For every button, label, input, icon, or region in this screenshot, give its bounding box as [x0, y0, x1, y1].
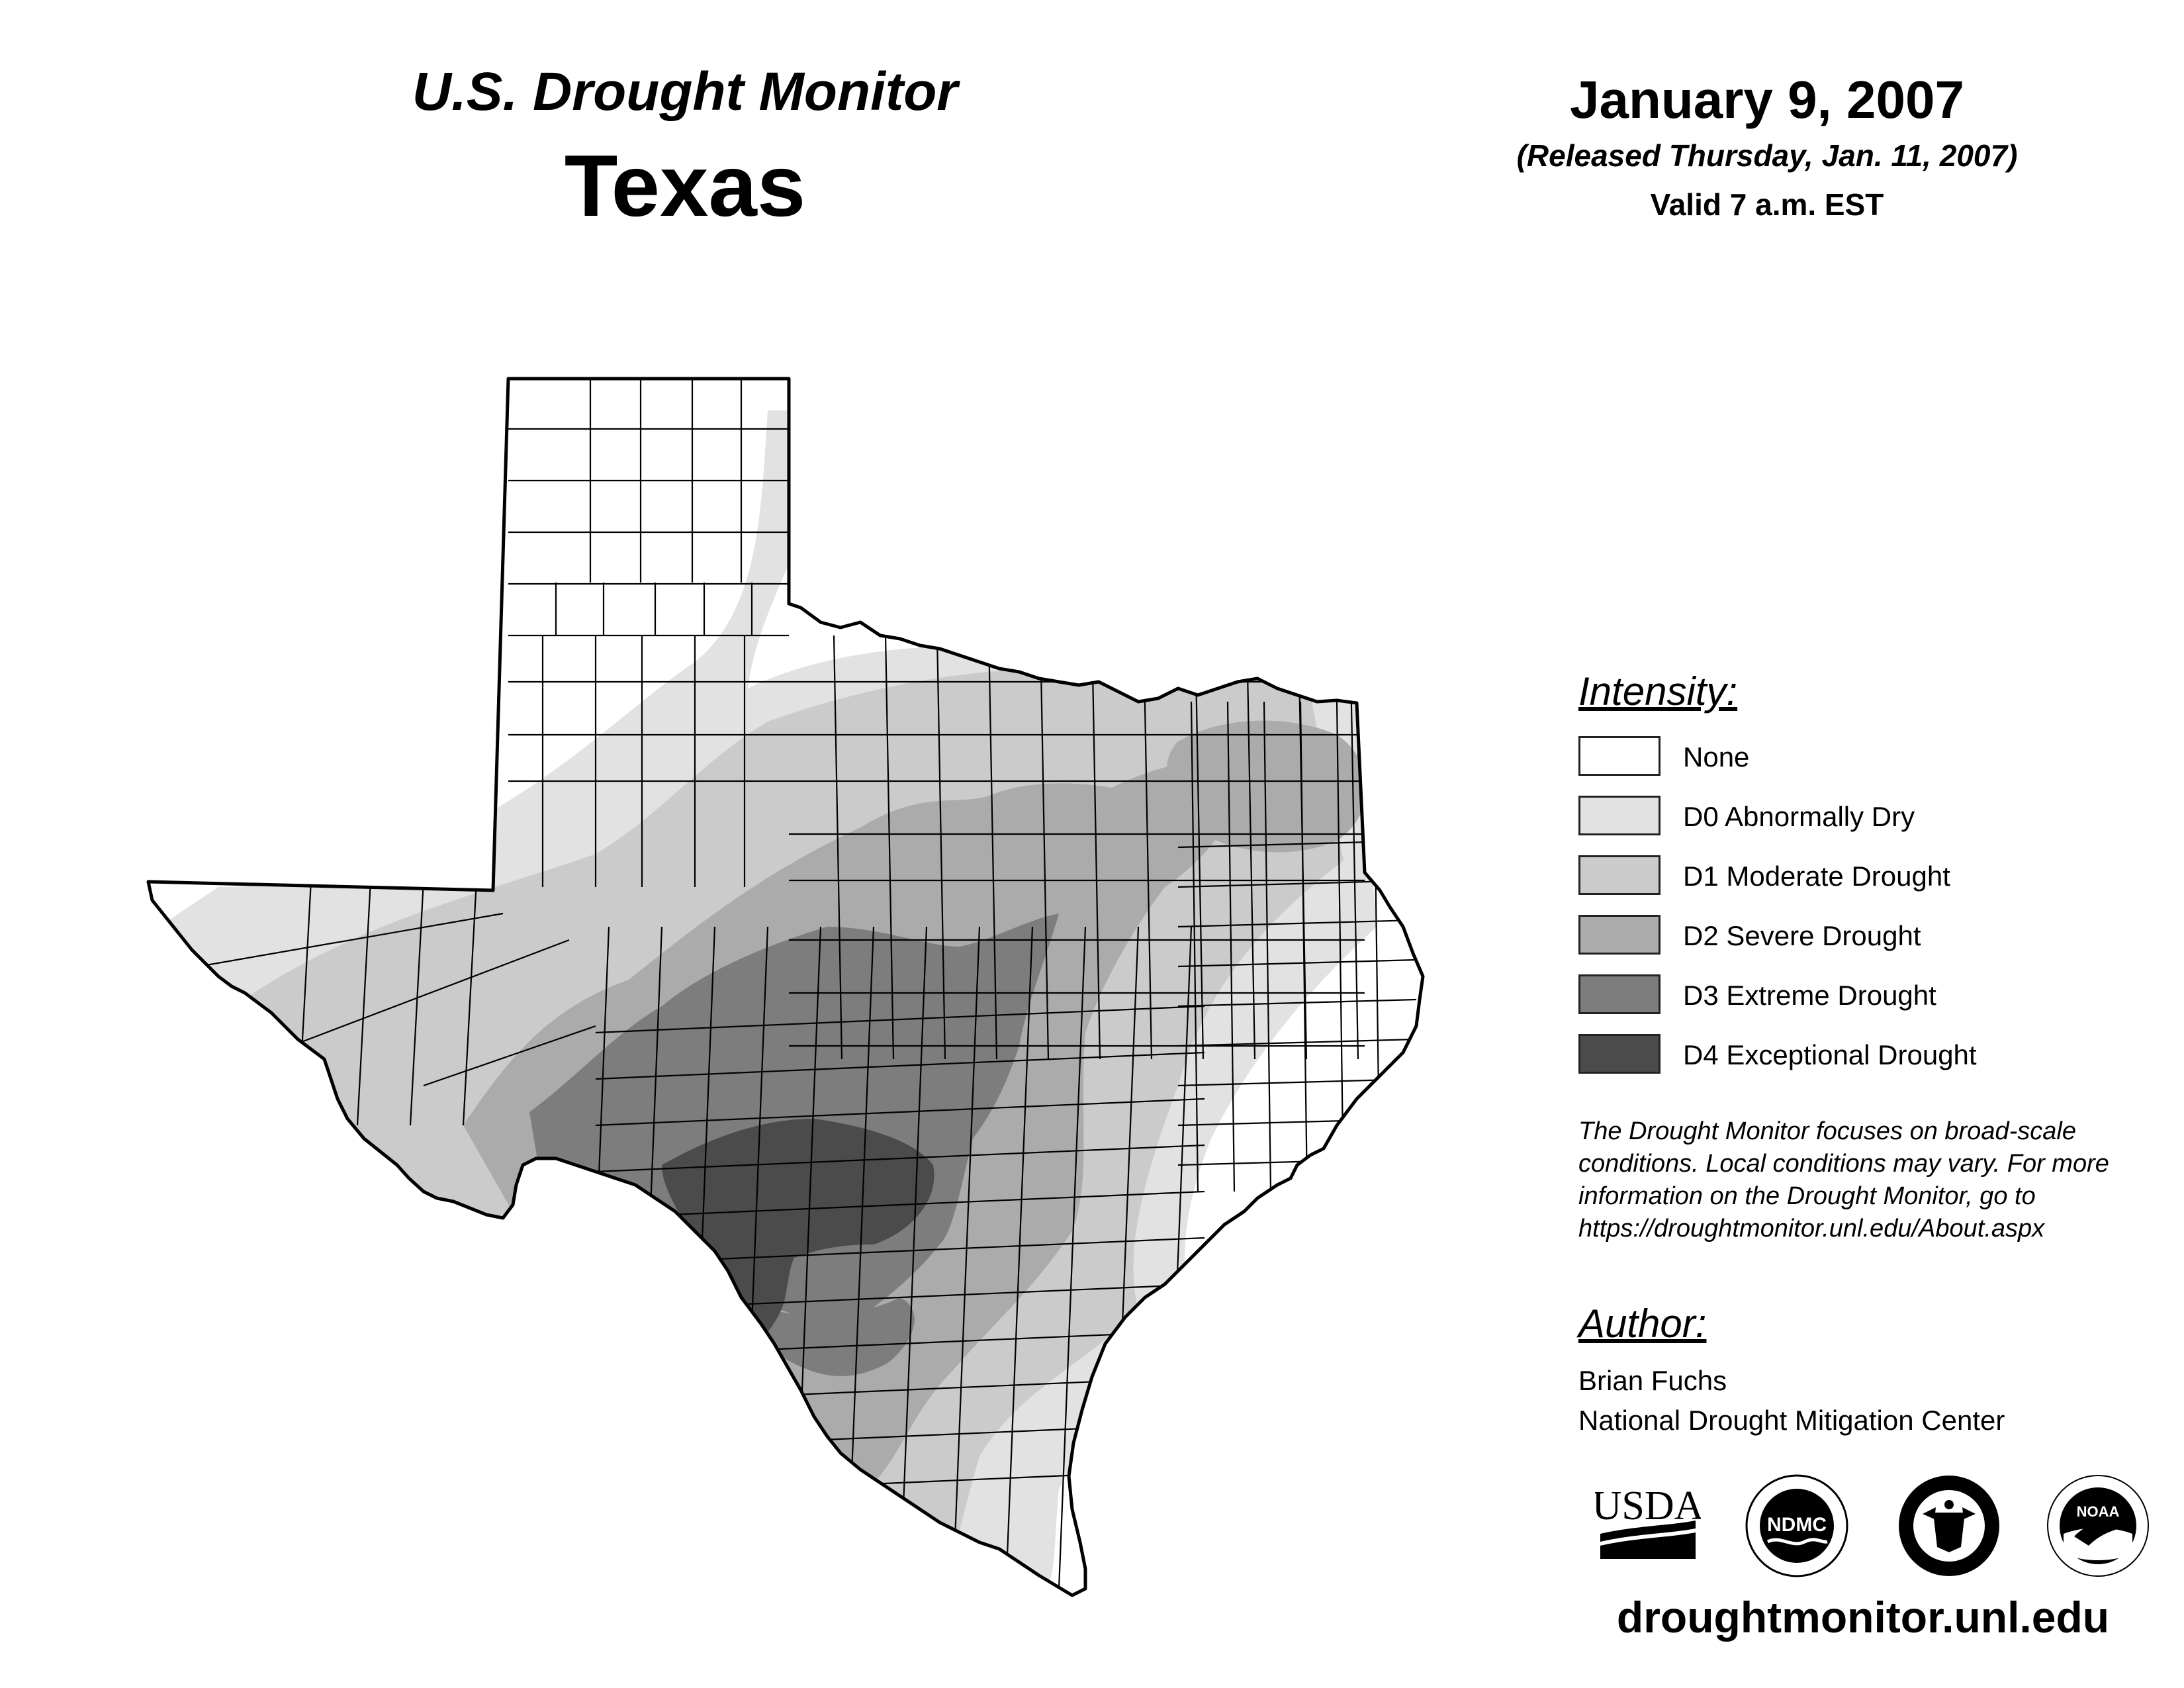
county-line: [356, 880, 372, 1126]
county-line: [1336, 701, 1345, 1192]
texas-state-border: [146, 377, 1425, 1597]
county-line: [987, 635, 998, 1060]
legend-label: D2 Severe Drought: [1683, 920, 1921, 951]
legend-title: Intensity:: [1578, 669, 1738, 714]
legend-swatch: [1578, 855, 1661, 895]
county-line: [1263, 701, 1272, 1192]
county-line: [1349, 635, 1359, 1060]
legend-swatch: [1578, 1034, 1661, 1074]
county-line: [1142, 635, 1153, 1060]
footer-url[interactable]: droughtmonitor.unl.edu: [1616, 1593, 2110, 1642]
state-name: Texas: [564, 137, 806, 234]
county-line: [1177, 1038, 1417, 1047]
drought-monitor-note: The Drought Monitor focuses on broad-sca…: [1578, 1115, 2174, 1245]
note-line: The Drought Monitor focuses on broad-sca…: [1578, 1117, 2076, 1145]
county-line: [595, 1051, 1205, 1080]
county-line: [952, 926, 981, 1589]
ndmc-logo-text: NDMC: [1767, 1514, 1827, 1536]
ndmc-logo: NDMC: [1745, 1474, 1848, 1577]
noaa-logo: NOAA: [2047, 1475, 2149, 1577]
map-title: U.S. Drought Monitor: [412, 62, 958, 122]
legend-label: D3 Extreme Drought: [1683, 980, 1936, 1011]
noaa-logo-text: NOAA: [2077, 1503, 2120, 1520]
county-line: [409, 880, 425, 1126]
county-line: [884, 635, 895, 1060]
department-of-commerce-seal: [1899, 1476, 1999, 1576]
county-line: [936, 635, 946, 1060]
county-line: [1005, 926, 1034, 1589]
note-line: information on the Drought Monitor, go t…: [1578, 1182, 2036, 1210]
legend-swatch: [1578, 736, 1661, 776]
county-line: [595, 1190, 1205, 1219]
zone-d2-northeast: [1166, 720, 1367, 853]
county-line: [198, 912, 504, 968]
legend-swatch: [1578, 796, 1661, 835]
valid-time: Valid 7 a.m. EST: [1650, 187, 1884, 222]
legend-swatch: [1578, 915, 1661, 955]
county-line: [595, 1098, 1205, 1127]
county-line: [595, 1144, 1205, 1173]
author-title: Author:: [1578, 1301, 1707, 1346]
legend-swatch: [1578, 974, 1661, 1014]
county-line: [833, 635, 843, 1060]
county-line: [462, 880, 478, 1126]
author-organization: National Drought Mitigation Center: [1578, 1405, 2005, 1436]
county-line: [1039, 635, 1050, 1060]
usda-logo-text: USDA: [1595, 1483, 1701, 1528]
county-line: [899, 926, 928, 1589]
county-line: [1091, 635, 1101, 1060]
county-line: [1299, 701, 1308, 1192]
county-line: [291, 939, 570, 1047]
county-line: [423, 1025, 596, 1087]
county-line: [1177, 998, 1417, 1008]
note-url[interactable]: https://droughtmonitor.unl.edu/About.asp…: [1578, 1215, 2045, 1243]
legend-label: D0 Abnormally Dry: [1683, 801, 1915, 832]
author-name: Brian Fuchs: [1578, 1365, 1727, 1396]
county-line: [1246, 635, 1256, 1060]
release-date: (Released Thursday, Jan. 11, 2007): [1516, 138, 2018, 173]
county-line: [595, 1005, 1205, 1034]
note-line: conditions. Local conditions may vary. F…: [1578, 1150, 2109, 1178]
usda-logo: USDA: [1595, 1483, 1701, 1559]
map-date: January 9, 2007: [1570, 70, 1964, 129]
legend-label: D4 Exceptional Drought: [1683, 1039, 1977, 1070]
county-line: [1190, 701, 1199, 1192]
county-line: [1226, 701, 1236, 1192]
legend-label: D1 Moderate Drought: [1683, 861, 1950, 892]
legend-label: None: [1683, 741, 1750, 773]
county-line: [1058, 926, 1087, 1589]
